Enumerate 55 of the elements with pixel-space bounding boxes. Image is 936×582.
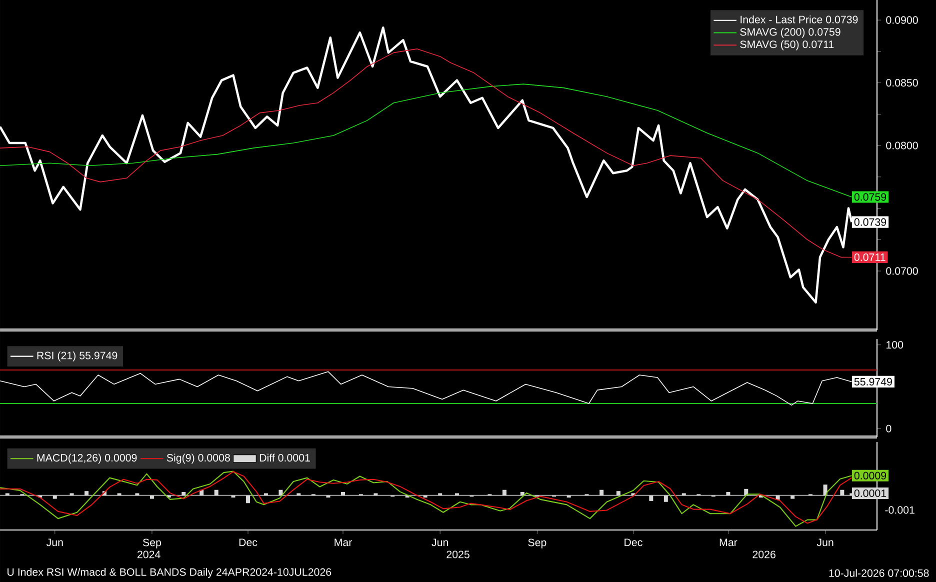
- annotation: 0.0009: [854, 472, 886, 480]
- bar: [649, 495, 654, 501]
- text: 10-Jul-2026 07:00:58: [829, 569, 929, 577]
- bar: [214, 490, 218, 496]
- x2-tick-label: 2024: [137, 550, 160, 558]
- legend-label: SMAVG (50) 0.0711: [740, 40, 834, 50]
- annotation: 0.0001: [854, 489, 886, 498]
- bar: [52, 495, 57, 499]
- x2-tick-label: 2026: [752, 550, 776, 558]
- x-tick-label: Jun: [46, 538, 63, 546]
- y-tick-label: 0.0900: [886, 16, 918, 24]
- bar: [790, 495, 795, 499]
- annotation: 0.0759: [854, 193, 886, 201]
- bar: [840, 490, 844, 496]
- bar: [278, 490, 283, 496]
- bar: [326, 495, 330, 498]
- legend-label: RSI (21) 55.9749: [37, 351, 118, 362]
- x-tick-label: Mar: [334, 538, 352, 546]
- bar: [616, 491, 620, 496]
- annotation: 0.0739: [854, 218, 886, 226]
- bar: [84, 491, 89, 496]
- y-tick-label: 0: [886, 424, 892, 432]
- annotation: 55.9749: [854, 378, 892, 386]
- x-tick-label: Sep: [142, 538, 162, 548]
- bar: [502, 490, 506, 496]
- annotation: 0.0711: [854, 253, 886, 261]
- x-tick-label: Jun: [816, 538, 834, 546]
- legend-label: Diff 0.0001: [260, 454, 310, 462]
- bar: [150, 495, 154, 499]
- bar: [423, 495, 428, 498]
- text: -0.001: [885, 506, 914, 514]
- legend-label: Index - Last Price 0.0739: [740, 15, 858, 24]
- x-tick-label: Dec: [239, 538, 258, 546]
- bar: [246, 495, 250, 504]
- y-tick-label: 100: [886, 341, 904, 349]
- x-tick-label: Jun: [432, 538, 448, 546]
- x-tick-label: Mar: [720, 538, 738, 546]
- bar: [520, 492, 524, 496]
- x2-tick-label: 2025: [446, 550, 470, 558]
- bar: [664, 495, 668, 502]
- x-tick-label: Sep: [528, 538, 546, 548]
- bar: [182, 492, 186, 496]
- legend-label: SMAVG (200) 0.0759: [740, 28, 840, 38]
- text: U Index RSI W/macd & BOLL BANDS Daily 24APR2024-10JUL2026: [8, 568, 332, 578]
- x-tick-label: Dec: [624, 538, 642, 546]
- y-tick-label: 0.0800: [886, 142, 918, 150]
- legend-label: MACD(12,26) 0.0009: [37, 454, 137, 464]
- legend-label: Sig(9) 0.0008: [166, 454, 230, 464]
- bar: [600, 490, 604, 496]
- bar: [231, 495, 236, 498]
- y-tick-label: 0.0700: [886, 267, 918, 275]
- bar: [566, 495, 571, 498]
- bar: [726, 492, 730, 496]
- bar: [340, 492, 345, 496]
- y-tick-label: 0.0850: [886, 79, 918, 87]
